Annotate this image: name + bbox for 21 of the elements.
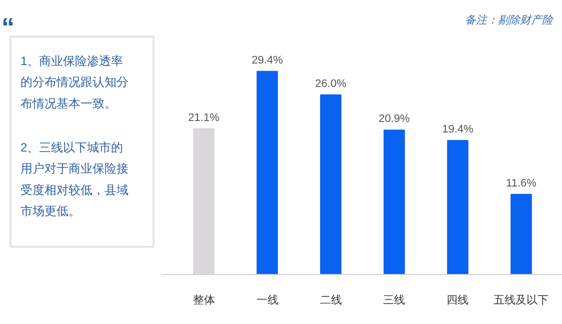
data-label: 29.4% — [252, 54, 284, 66]
x-tick-label: 二线 — [320, 294, 342, 306]
data-label: 20.9% — [378, 113, 410, 126]
data-label: 26.0% — [315, 78, 347, 90]
bar — [320, 94, 342, 274]
data-label: 21.1% — [188, 112, 220, 124]
x-tick-label: 三线 — [383, 294, 406, 306]
x-tick-label: 一线 — [256, 294, 278, 306]
bar — [384, 130, 405, 274]
text: “ — [2, 12, 14, 42]
x-tick-label: 整体 — [192, 294, 215, 306]
text: 2、三线以下城市的用户对于商业保险接受度相对较低，县域市场更低。 — [20, 140, 128, 218]
x-tick-label: 五线及以下 — [494, 294, 549, 306]
bar — [447, 140, 468, 274]
data-label: 11.6% — [506, 177, 537, 190]
text: 备注：剔除财产险 — [464, 14, 554, 27]
text: 1、商业保险渗透率的分布情况跟认知分布情况基本一致。 — [20, 54, 128, 110]
bar — [256, 70, 278, 274]
x-tick-label: 四线 — [446, 294, 469, 306]
bar — [510, 194, 532, 274]
data-label: 19.4% — [442, 123, 474, 136]
